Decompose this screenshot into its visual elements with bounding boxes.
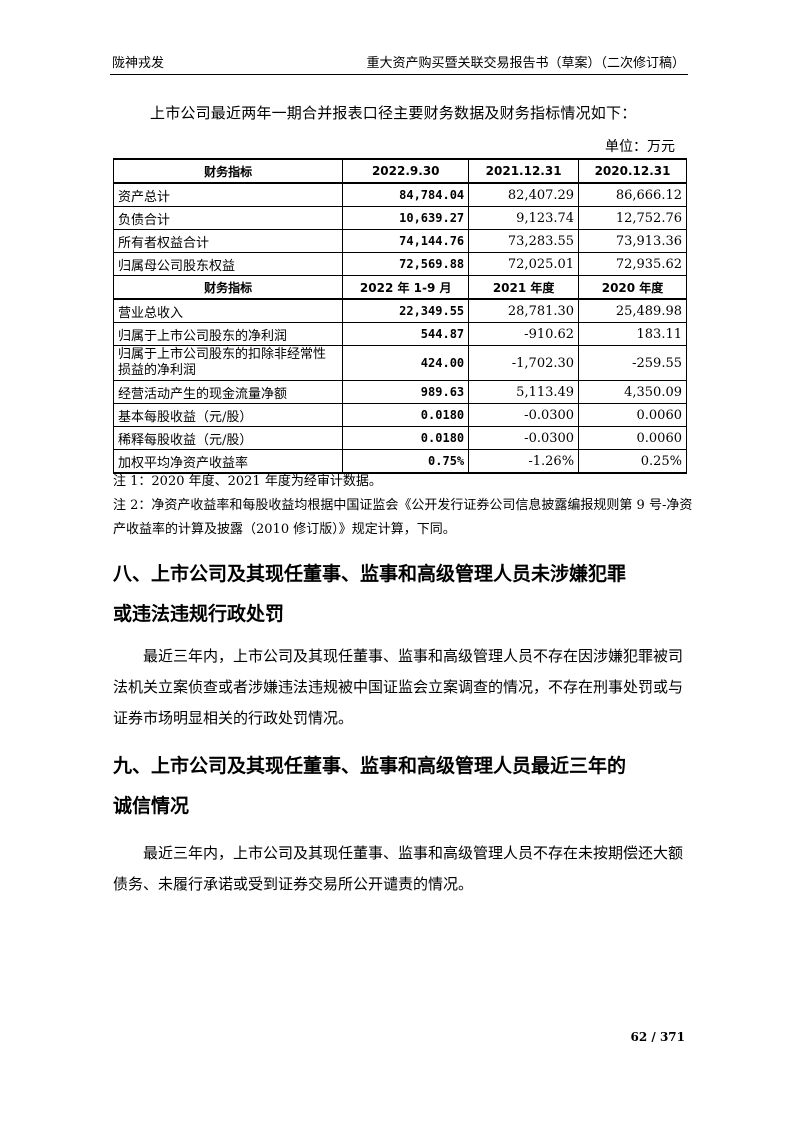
column-header: 2021.12.31 bbox=[468, 158, 580, 184]
cell-value: 10,639.27 bbox=[342, 206, 470, 230]
table-header-row: 财务指标 2022.9.30 2021.12.31 2020.12.31 bbox=[112, 158, 687, 184]
cell-value: 72,569.88 bbox=[342, 252, 470, 276]
row-label: 稀释每股收益（元/股） bbox=[112, 426, 344, 450]
table-row: 基本每股收益（元/股） 0.0180 -0.0300 0.0060 bbox=[112, 403, 687, 427]
cell-value: 84,784.04 bbox=[342, 182, 470, 207]
cell-value: 72,025.01 bbox=[468, 252, 580, 276]
cell-value: 72,935.62 bbox=[578, 252, 687, 276]
cell-value: 0.75% bbox=[342, 449, 470, 474]
cell-value: -259.55 bbox=[578, 345, 687, 381]
cell-value: 4,350.09 bbox=[578, 380, 687, 404]
cell-value: 73,913.36 bbox=[578, 229, 687, 253]
cell-value: 0.0060 bbox=[578, 426, 687, 450]
column-header: 2020.12.31 bbox=[578, 158, 687, 184]
row-label: 归属母公司股东权益 bbox=[112, 252, 344, 276]
header-divider bbox=[110, 74, 688, 75]
cell-value: 424.00 bbox=[342, 345, 470, 381]
table-header-row: 财务指标 2022 年 1-9 月 2021 年度 2020 年度 bbox=[112, 275, 687, 300]
cell-value: 5,113.49 bbox=[468, 380, 580, 404]
cell-value: 0.0180 bbox=[342, 426, 470, 450]
table-row: 归属于上市公司股东的净利润 544.87 -910.62 183.11 bbox=[112, 322, 687, 346]
cell-value: 74,144.76 bbox=[342, 229, 470, 253]
cell-value: -0.0300 bbox=[468, 403, 580, 427]
intro-text: 上市公司最近两年一期合并报表口径主要财务数据及财务指标情况如下： bbox=[150, 104, 637, 122]
table-row: 资产总计 84,784.04 82,407.29 86,666.12 bbox=[112, 182, 687, 207]
table-row: 经营活动产生的现金流量净额 989.63 5,113.49 4,350.09 bbox=[112, 380, 687, 404]
cell-value: 0.0060 bbox=[578, 403, 687, 427]
row-label: 基本每股收益（元/股） bbox=[112, 403, 344, 427]
cell-value: 183.11 bbox=[578, 322, 687, 346]
row-label: 加权平均净资产收益率 bbox=[112, 449, 344, 474]
row-label: 归属于上市公司股东的净利润 bbox=[112, 322, 344, 346]
row-label: 营业总收入 bbox=[112, 298, 344, 323]
row-label: 负债合计 bbox=[112, 206, 344, 230]
column-header: 财务指标 bbox=[112, 275, 344, 300]
cell-value: -1,702.30 bbox=[468, 345, 580, 381]
cell-value: 73,283.55 bbox=[468, 229, 580, 253]
cell-value: -1.26% bbox=[468, 449, 580, 474]
row-label: 所有者权益合计 bbox=[112, 229, 344, 253]
cell-value: -0.0300 bbox=[468, 426, 580, 450]
table-row: 负债合计 10,639.27 9,123.74 12,752.76 bbox=[112, 206, 687, 230]
section-8-body: 最近三年内，上市公司及其现任董事、监事和高级管理人员不存在因涉嫌犯罪被司法机关立… bbox=[113, 647, 684, 727]
section-8-title-line2: 或违法违规行政处罚 bbox=[113, 603, 285, 625]
section-8-title-line1: 八、上市公司及其现任董事、监事和高级管理人员未涉嫌犯罪 bbox=[113, 563, 627, 585]
section-9-title-line2: 诚信情况 bbox=[113, 795, 190, 817]
section-9-body: 最近三年内，上市公司及其现任董事、监事和高级管理人员不存在未按期偿还大额债务、未… bbox=[113, 844, 684, 893]
column-header: 2020 年度 bbox=[578, 275, 687, 300]
cell-value: 28,781.30 bbox=[468, 298, 580, 323]
header-left: 陇神戎发 bbox=[112, 56, 165, 71]
table-row: 所有者权益合计 74,144.76 73,283.55 73,913.36 bbox=[112, 229, 687, 253]
cell-value: 0.0180 bbox=[342, 403, 470, 427]
cell-value: 0.25% bbox=[578, 449, 687, 474]
cell-value: 82,407.29 bbox=[468, 182, 580, 207]
cell-value: 9,123.74 bbox=[468, 206, 580, 230]
table-row: 稀释每股收益（元/股） 0.0180 -0.0300 0.0060 bbox=[112, 426, 687, 450]
row-label: 经营活动产生的现金流量净额 bbox=[112, 380, 344, 404]
table-row: 归属于上市公司股东的扣除非经常性损益的净利润 424.00 -1,702.30 -25… bbox=[112, 345, 687, 381]
header-right: 重大资产购买暨关联交易报告书（草案）（二次修订稿） bbox=[366, 56, 685, 71]
column-header: 财务指标 bbox=[112, 158, 344, 184]
column-header: 2021 年度 bbox=[468, 275, 580, 300]
note-2: 注 2：净资产收益率和每股收益均根据中国证监会《公开发行证券公司信息披露编报规则… bbox=[113, 498, 693, 537]
financial-table: 财务指标 2022.9.30 2021.12.31 2020.12.31 资产总计 84,… bbox=[112, 158, 687, 474]
cell-value: 86,666.12 bbox=[578, 182, 687, 207]
section-9-title-line1: 九、上市公司及其现任董事、监事和高级管理人员最近三年的 bbox=[113, 755, 627, 777]
cell-value: 989.63 bbox=[342, 380, 470, 404]
column-header: 2022 年 1-9 月 bbox=[342, 275, 470, 300]
cell-value: 22,349.55 bbox=[342, 298, 470, 323]
table-row: 加权平均净资产收益率 0.75% -1.26% 0.25% bbox=[112, 449, 687, 474]
cell-value: 12,752.76 bbox=[578, 206, 687, 230]
cell-value: 25,489.98 bbox=[578, 298, 687, 323]
column-header: 2022.9.30 bbox=[342, 158, 470, 184]
table-row: 归属母公司股东权益 72,569.88 72,025.01 72,935.62 bbox=[112, 252, 687, 276]
cell-value: 544.87 bbox=[342, 322, 470, 346]
cell-value: -910.62 bbox=[468, 322, 580, 346]
table-row: 营业总收入 22,349.55 28,781.30 25,489.98 bbox=[112, 298, 687, 323]
row-label: 归属于上市公司股东的扣除非经常性损益的净利润 bbox=[112, 345, 344, 381]
unit-label: 单位：万元 bbox=[605, 139, 675, 155]
page-number: 62 / 371 bbox=[630, 1030, 686, 1044]
row-label: 资产总计 bbox=[112, 182, 344, 207]
note-1: 注 1：2020 年度、2021 年度为经审计数据。 bbox=[113, 474, 382, 489]
